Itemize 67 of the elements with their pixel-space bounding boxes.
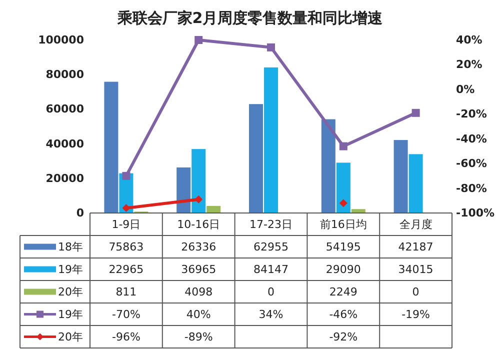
y2-tick-label: -40% [456,132,487,146]
y-tick-label: 0 [76,206,84,220]
bar [206,206,221,213]
y-tick-label: 40000 [46,137,84,150]
data-label: 42187 [398,240,434,254]
data-label: 62955 [254,240,288,254]
x-tick-label: 1-9日 [112,218,141,231]
bar [408,154,423,213]
y2-tick-label: -100% [456,206,495,220]
data-label: -92% [329,330,358,344]
data-label: 22965 [108,262,144,276]
data-label: 54195 [326,240,361,254]
y2-tick-label: -20% [456,108,487,121]
data-label: 84147 [254,262,288,276]
point [412,108,420,117]
legend-label: 18年 [58,240,83,254]
bar [321,119,336,213]
y-tick-label: 60000 [46,102,84,116]
data-label: -19% [402,308,430,321]
y-tick-label: 20000 [46,172,84,185]
data-label: 2249 [329,285,358,298]
bar [336,162,350,213]
bar [176,167,191,213]
data-label: 811 [116,285,137,298]
legend-label: 19年 [58,308,83,321]
point [339,142,348,150]
legend-label: 19年 [58,262,83,276]
bar [192,149,206,213]
point [122,172,130,180]
point [194,195,203,204]
data-label: 36965 [181,262,216,276]
data-label: -96% [112,330,140,344]
data-label: 4098 [184,285,213,298]
y-tick-label: 80000 [46,68,84,82]
data-label: -70% [112,308,140,321]
data-label: 29090 [326,262,361,276]
bar [104,82,118,213]
legend-label: 20年 [58,285,83,298]
point [267,43,275,52]
x-tick-label: 10-16日 [177,218,220,231]
data-label: 75863 [108,240,144,254]
x-tick-label: 17-23日 [250,218,292,231]
y2-tick-label: 40% [456,34,482,46]
bar [249,104,263,213]
point [122,204,130,212]
point [194,36,203,44]
y-tick-label: 100000 [38,34,84,46]
bar [394,140,408,213]
data-label: -46% [329,308,358,321]
data-label: 40% [186,308,211,321]
data-label: 34% [258,308,284,321]
point [339,199,348,208]
data-label: 34015 [398,262,434,276]
x-tick-label: 前16日均 [320,218,367,231]
y2-tick-label: 20% [456,58,482,72]
bar [264,67,278,213]
data-label: 0 [412,285,420,298]
data-label: 26336 [181,240,216,254]
legend-label: 20年 [58,330,83,344]
data-label: 0 [268,285,274,298]
data-label: -89% [184,330,213,344]
y2-tick-label: -80% [456,182,487,195]
bar [351,209,366,213]
x-tick-label: 全月度 [399,218,432,231]
chart-title: 乘联会厂家2月周度零售数量和同比增速 [116,9,384,27]
y2-tick-label: -60% [456,157,487,170]
y2-tick-label: 0% [456,82,475,96]
